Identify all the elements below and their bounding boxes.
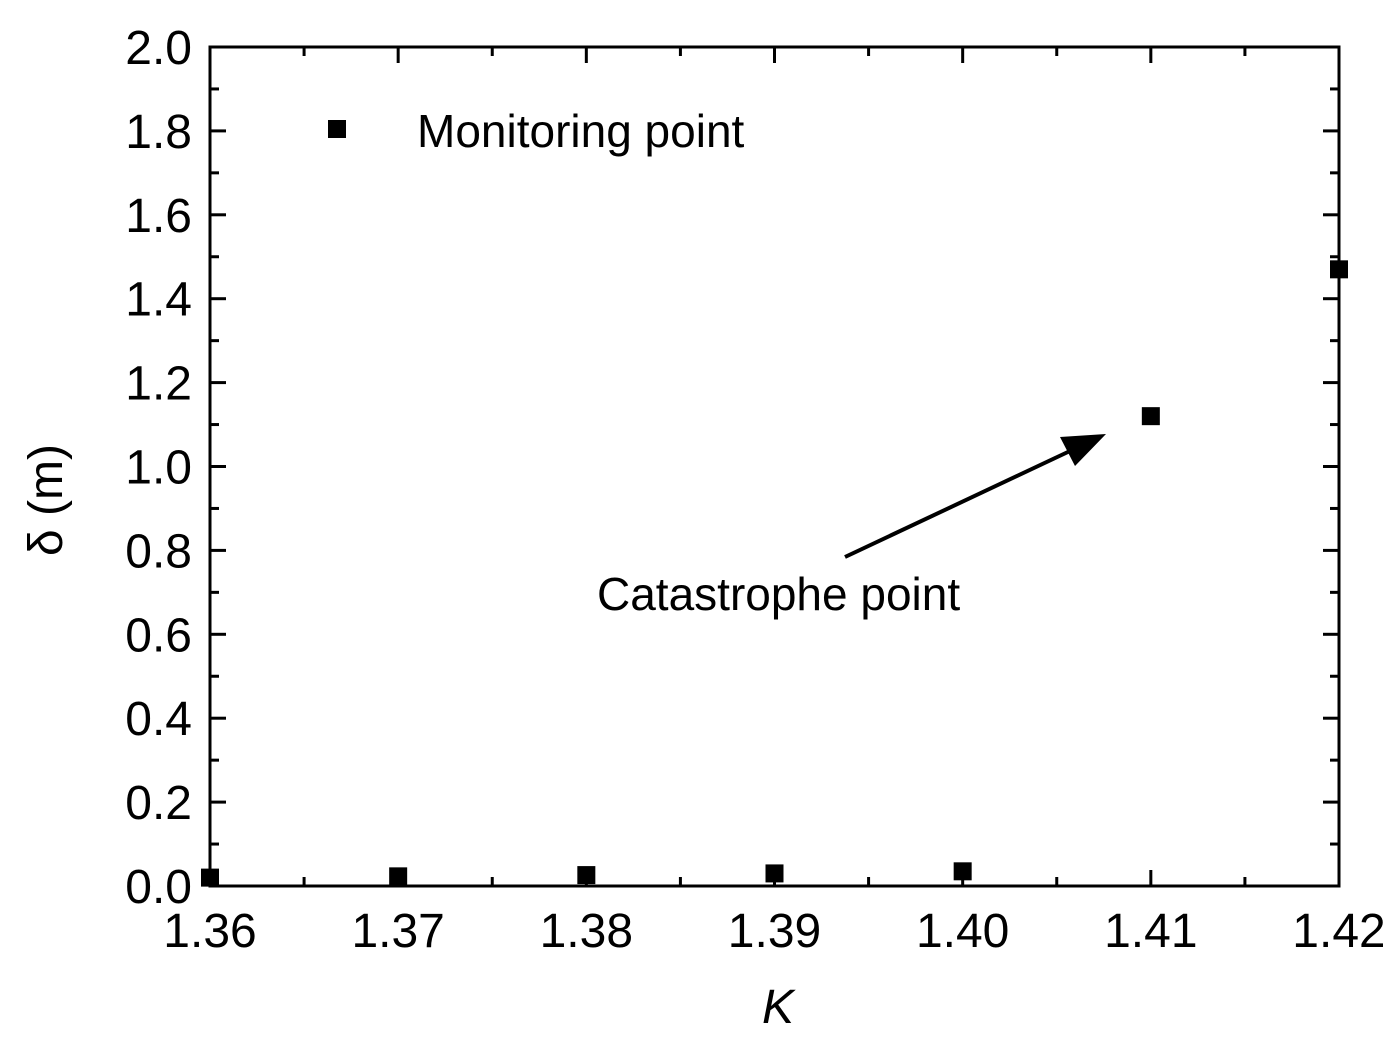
y-tick-label: 0.2 (125, 777, 192, 830)
x-tick-label: 1.39 (728, 905, 821, 958)
y-tick-label: 0.0 (125, 861, 192, 914)
x-tick-label: 1.42 (1292, 905, 1383, 958)
y-axis-title: δ (m) (20, 444, 73, 556)
y-tick-label: 2.0 (125, 22, 192, 75)
plot-frame (208, 45, 1341, 888)
x-tick-label: 1.36 (163, 905, 256, 958)
x-tick-label: 1.37 (351, 905, 444, 958)
data-points (201, 260, 1348, 887)
x-tick-label: 1.40 (916, 905, 1009, 958)
annotation: Catastrophe point (597, 434, 1106, 620)
data-point (1141, 407, 1160, 426)
y-tick-label: 1.0 (125, 442, 192, 495)
data-point (953, 862, 972, 881)
data-point (1330, 260, 1348, 279)
data-point (201, 868, 219, 887)
y-tick-label: 1.4 (125, 274, 192, 327)
axis-tick-labels: 1.36 1.37 1.38 1.39 1.40 1.41 1.42 0.0 0.2 0.4 0.6… (125, 22, 1383, 958)
data-point (765, 864, 784, 883)
y-tick-label: 1.6 (125, 190, 192, 243)
x-tick-label: 1.38 (540, 905, 633, 958)
y-tick-label: 0.8 (125, 525, 192, 578)
legend: Monitoring point (328, 105, 745, 157)
y-tick-label: 1.2 (125, 358, 192, 411)
axis-ticks (208, 45, 1341, 888)
legend-label: Monitoring point (417, 105, 745, 157)
x-tick-label: 1.41 (1104, 905, 1197, 958)
legend-marker (328, 120, 346, 138)
annotation-arrow-head (1060, 434, 1106, 466)
annotation-arrow-line (844, 449, 1071, 559)
x-axis-title: K (762, 981, 796, 1034)
data-point (577, 866, 596, 885)
y-tick-label: 0.6 (125, 609, 192, 662)
data-point (389, 867, 408, 886)
annotation-label: Catastrophe point (597, 568, 960, 620)
y-tick-label: 0.4 (125, 693, 192, 746)
y-tick-label: 1.8 (125, 106, 192, 159)
